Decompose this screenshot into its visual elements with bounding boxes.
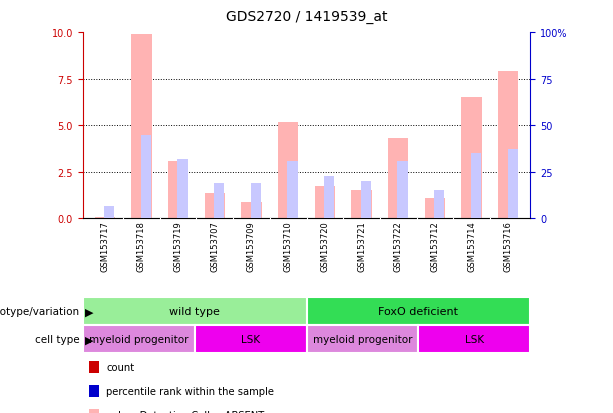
Bar <box>205 194 225 219</box>
Bar <box>251 183 261 219</box>
Text: count: count <box>106 362 134 373</box>
Bar <box>434 190 444 219</box>
Text: GSM153718: GSM153718 <box>137 221 146 271</box>
Bar <box>306 325 418 354</box>
Bar <box>83 325 195 354</box>
Bar <box>104 207 114 219</box>
Bar <box>195 325 306 354</box>
Text: LSK: LSK <box>241 335 260 344</box>
Text: GSM153716: GSM153716 <box>504 221 512 271</box>
Text: myeloid progenitor: myeloid progenitor <box>313 335 412 344</box>
Text: genotype/variation: genotype/variation <box>0 306 80 316</box>
Bar <box>397 161 408 219</box>
Bar <box>131 35 151 219</box>
Text: percentile rank within the sample: percentile rank within the sample <box>106 386 274 396</box>
Bar <box>361 182 371 219</box>
Bar <box>508 150 518 219</box>
Text: ▶: ▶ <box>85 306 93 316</box>
Bar <box>306 297 530 325</box>
Bar <box>141 135 151 219</box>
Bar <box>388 139 408 219</box>
Text: GSM153719: GSM153719 <box>173 221 183 271</box>
Text: GSM153720: GSM153720 <box>321 221 329 271</box>
Text: value, Detection Call = ABSENT: value, Detection Call = ABSENT <box>106 410 264 413</box>
Bar <box>278 122 299 219</box>
Bar <box>351 190 371 219</box>
Bar <box>214 183 224 219</box>
Bar <box>498 72 519 219</box>
Text: GDS2720 / 1419539_at: GDS2720 / 1419539_at <box>226 10 387 24</box>
Text: GSM153714: GSM153714 <box>467 221 476 271</box>
Text: FoxO deficient: FoxO deficient <box>378 306 459 316</box>
Text: GSM153717: GSM153717 <box>101 221 109 271</box>
Text: GSM153721: GSM153721 <box>357 221 366 271</box>
Bar <box>324 176 334 219</box>
Bar <box>94 218 115 219</box>
Text: wild type: wild type <box>169 306 220 316</box>
Bar <box>168 161 188 219</box>
Bar <box>425 199 445 219</box>
Bar <box>287 161 298 219</box>
Text: GSM153712: GSM153712 <box>430 221 440 271</box>
Text: LSK: LSK <box>465 335 484 344</box>
Bar <box>471 154 481 219</box>
Bar <box>242 202 262 219</box>
Bar <box>314 186 335 219</box>
Text: GSM153707: GSM153707 <box>210 221 219 271</box>
Text: myeloid progenitor: myeloid progenitor <box>89 335 188 344</box>
Bar <box>177 159 188 219</box>
Text: GSM153710: GSM153710 <box>284 221 292 271</box>
Text: ▶: ▶ <box>85 335 93 344</box>
Bar <box>418 325 530 354</box>
Text: cell type: cell type <box>35 335 80 344</box>
Text: GSM153709: GSM153709 <box>247 221 256 271</box>
Bar <box>83 297 306 325</box>
Text: GSM153722: GSM153722 <box>394 221 403 271</box>
Bar <box>462 98 482 219</box>
